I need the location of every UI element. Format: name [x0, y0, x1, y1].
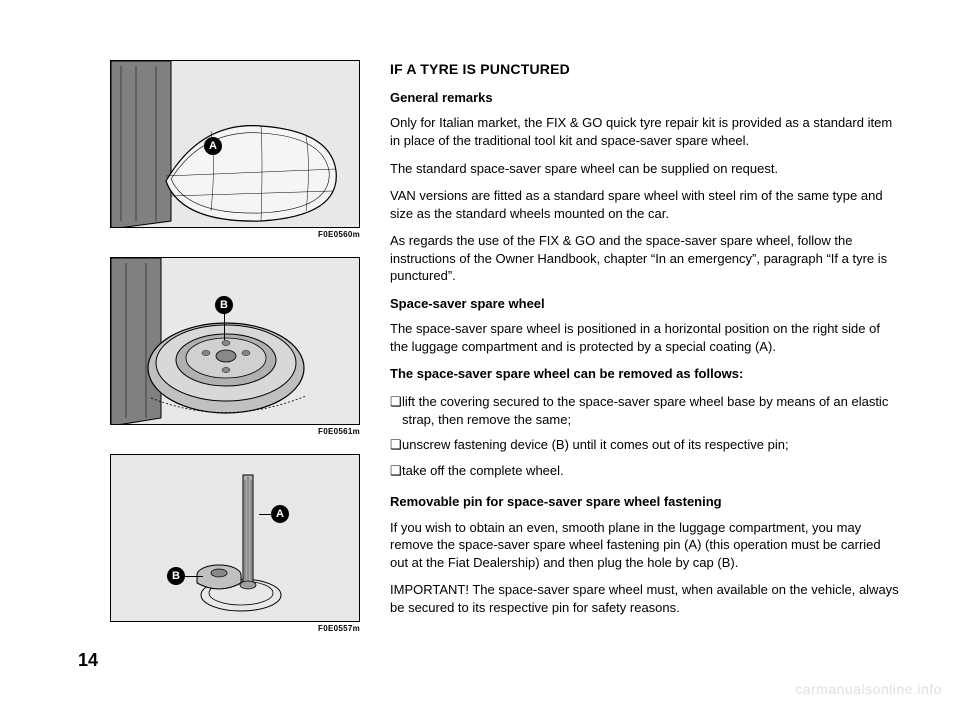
figure-2-caption: F0E0561m: [110, 427, 360, 436]
paragraph-5: The space-saver spare wheel is positione…: [390, 320, 900, 355]
figure-3: A B F0E0557m: [110, 454, 360, 633]
figure-3-image: A B: [110, 454, 360, 622]
callout-b-f3: B: [167, 567, 185, 585]
figure-2-image: B: [110, 257, 360, 425]
callout-label: B: [172, 570, 180, 582]
figure-1: A F0E0560m: [110, 60, 360, 239]
bullet-mark: ❑: [390, 462, 402, 480]
figure-1-image: A: [110, 60, 360, 228]
callout-label: A: [209, 140, 217, 152]
watermark: carmanualsonline.info: [795, 681, 942, 697]
callout-label: A: [276, 508, 284, 520]
bullet-3: ❑ take off the complete wheel.: [390, 462, 900, 480]
figures-column: A F0E0560m: [110, 60, 360, 633]
paragraph-1: Only for Italian market, the FIX & GO qu…: [390, 114, 900, 149]
bullet-mark: ❑: [390, 436, 402, 454]
bullet-mark: ❑: [390, 393, 402, 428]
figure-1-caption: F0E0560m: [110, 230, 360, 239]
bullet-2: ❑ unscrew fastening device (B) until it …: [390, 436, 900, 454]
callout-b-line: [224, 314, 225, 340]
bullet-1: ❑ lift the covering secured to the space…: [390, 393, 900, 428]
paragraph-3: VAN versions are fitted as a standard sp…: [390, 187, 900, 222]
heading-main: IF A TYRE IS PUNCTURED: [390, 60, 900, 79]
bullet-2-text: unscrew fastening device (B) until it co…: [402, 436, 789, 454]
figure-3-caption: F0E0557m: [110, 624, 360, 633]
bullet-3-text: take off the complete wheel.: [402, 462, 564, 480]
bullet-1-text: lift the covering secured to the space-s…: [402, 393, 900, 428]
paragraph-4: As regards the use of the FIX & GO and t…: [390, 232, 900, 285]
heading-pin: Removable pin for space-saver spare whee…: [390, 493, 900, 511]
page-number: 14: [78, 650, 98, 671]
paragraph-2: The standard space-saver spare wheel can…: [390, 160, 900, 178]
heading-remove: The space-saver spare wheel can be remov…: [390, 365, 900, 383]
figure-2: B F0E0561m: [110, 257, 360, 436]
callout-b: B: [215, 296, 233, 314]
paragraph-6: If you wish to obtain an even, smooth pl…: [390, 519, 900, 572]
callout-b-line-f3: [185, 576, 203, 577]
paragraph-7: IMPORTANT! The space-saver spare wheel m…: [390, 581, 900, 616]
heading-spare: Space-saver spare wheel: [390, 295, 900, 313]
text-column: IF A TYRE IS PUNCTURED General remarks O…: [390, 60, 900, 633]
callout-a-f3: A: [271, 505, 289, 523]
heading-general: General remarks: [390, 89, 900, 107]
callout-a: A: [204, 137, 222, 155]
callout-label: B: [220, 299, 228, 311]
